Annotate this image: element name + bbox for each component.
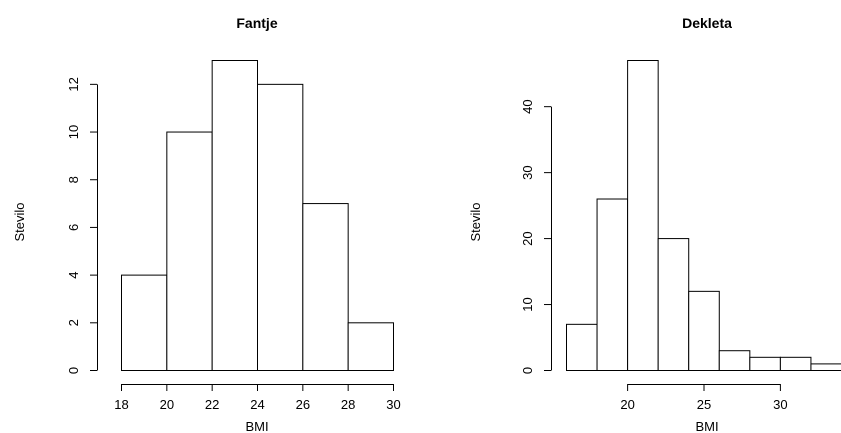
chart-title: Dekleta <box>682 15 732 31</box>
y-axis-label: Stevilo <box>12 202 27 241</box>
y-tick-label: 2 <box>66 319 81 326</box>
x-tick-label: 28 <box>341 397 355 412</box>
y-tick-label: 8 <box>66 176 81 183</box>
y-tick-label: 30 <box>520 165 535 179</box>
histogram-bar <box>688 290 720 372</box>
histogram-bar <box>718 350 751 372</box>
y-tick-label: 6 <box>66 224 81 231</box>
histogram-bar <box>347 322 394 371</box>
chart-title: Fantje <box>236 15 277 31</box>
x-tick-label: 24 <box>250 397 264 412</box>
histogram-bar <box>302 203 349 371</box>
y-tick-label: 10 <box>520 297 535 311</box>
histogram-bar <box>749 356 781 371</box>
x-tick-label: 30 <box>773 397 787 412</box>
x-tick-label: 30 <box>386 397 400 412</box>
histogram-bar <box>257 83 304 371</box>
y-axis-label: Stevilo <box>468 202 483 241</box>
histogram-bar <box>166 131 213 371</box>
y-tick-label: 20 <box>520 231 535 245</box>
histogram-bar <box>121 274 168 371</box>
x-tick-label: 20 <box>620 397 634 412</box>
histogram-bar <box>596 198 629 371</box>
panel-dekleta: Dekleta BMI Stevilo 20 25 30 0 10 20 30 40 <box>468 15 841 433</box>
x-tick-label: 18 <box>114 397 128 412</box>
x-tick-label: 25 <box>697 397 711 412</box>
x-axis-label: BMI <box>695 419 718 433</box>
y-tick-label: 4 <box>66 271 81 278</box>
histogram-bar <box>657 238 690 371</box>
y-tick-label: 0 <box>520 367 535 374</box>
x-tick-label: 20 <box>160 397 174 412</box>
histogram-bar <box>810 363 841 372</box>
panel-fantje: Fantje BMI Stevilo 18 20 22 24 26 28 300246810… <box>12 15 401 433</box>
histogram-bar <box>211 60 259 371</box>
x-axis-label: BMI <box>245 419 268 433</box>
histogram-bar <box>566 323 598 371</box>
y-tick-label: 0 <box>66 367 81 374</box>
histogram-bar <box>779 356 812 371</box>
y-tick-label: 12 <box>66 77 81 91</box>
histogram-bar <box>627 60 659 371</box>
x-tick-label: 26 <box>296 397 310 412</box>
y-tick-label: 10 <box>66 125 81 139</box>
x-tick-label: 22 <box>205 397 219 412</box>
y-tick-label: 40 <box>520 99 535 113</box>
